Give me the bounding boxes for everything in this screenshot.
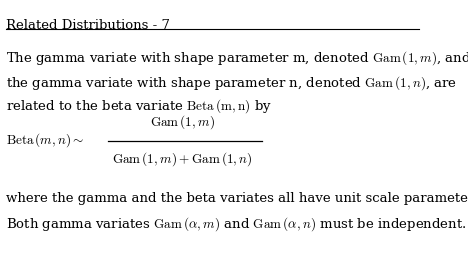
Text: where the gamma and the beta variates all have unit scale parameters.: where the gamma and the beta variates al… [6, 192, 468, 205]
Text: the gamma variate with shape parameter n, denoted $\mathrm{Gam}\,(1,n)$, are: the gamma variate with shape parameter n… [6, 74, 457, 92]
Text: $\mathrm{Gam}\,(1,m)+\mathrm{Gam}\,(1,n)$: $\mathrm{Gam}\,(1,m)+\mathrm{Gam}\,(1,n)… [112, 150, 253, 168]
Text: $\mathrm{Gam}\,(1,m)$: $\mathrm{Gam}\,(1,m)$ [150, 113, 215, 131]
Text: Both gamma variates $\mathrm{Gam}\,(\alpha,m)$ and $\mathrm{Gam}\,(\alpha,n)$ mu: Both gamma variates $\mathrm{Gam}\,(\alp… [6, 215, 467, 233]
Text: The gamma variate with shape parameter m, denoted $\mathrm{Gam}\,(1,m)$, and: The gamma variate with shape parameter m… [6, 49, 468, 67]
Text: Related Distributions - 7: Related Distributions - 7 [6, 19, 170, 32]
Text: related to the beta variate $\mathrm{Beta}\,(\mathrm{m,n})$ by: related to the beta variate $\mathrm{Bet… [6, 97, 272, 115]
Text: $\mathrm{Beta}\,(m,n) {\sim}$: $\mathrm{Beta}\,(m,n) {\sim}$ [6, 131, 84, 149]
